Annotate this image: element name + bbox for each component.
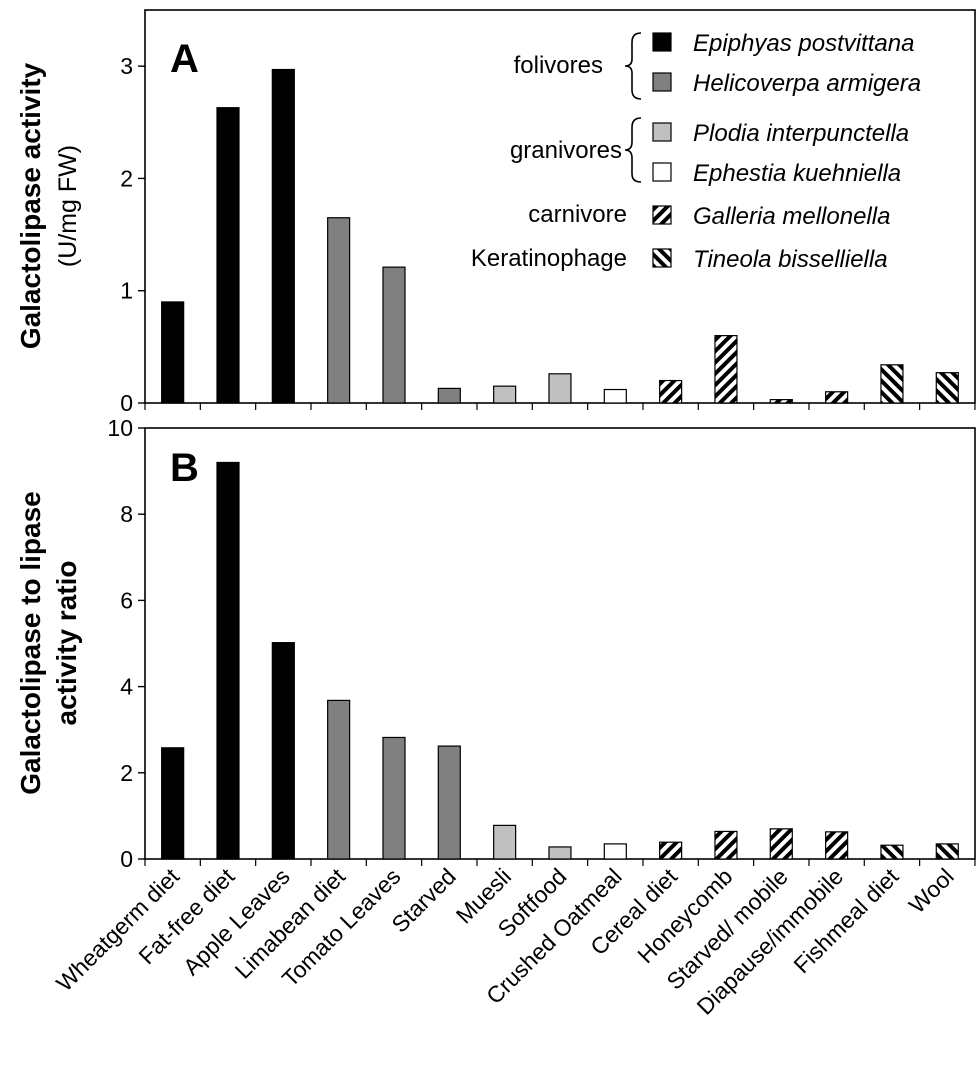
panel-a-bar-wool — [935, 372, 959, 404]
legend-group-granivores: granivores — [510, 137, 622, 164]
legend-swatch-epiphyas — [652, 32, 672, 52]
panel-a-bar-tomato-leaves — [382, 266, 406, 404]
legend-label-helicoverpa: Helicoverpa armigera — [693, 70, 921, 97]
panel-b-bar-fishmeal-diet — [880, 844, 904, 860]
panel-b-bar-tomato-leaves — [382, 736, 406, 860]
legend-label-tineola: Tineola bisselliella — [693, 246, 888, 273]
panel-a-ylabel-line1: Galactolipase activity — [15, 62, 46, 349]
legend-swatch-plodia — [652, 122, 672, 142]
panel-a-bar-softfood — [548, 373, 572, 404]
legend-swatch-galleria — [652, 205, 672, 225]
panel-b-bar-honeycomb — [714, 830, 738, 860]
panel-b-bar-cereal-diet — [659, 841, 683, 860]
panel-a-ytick-label: 2 — [120, 165, 133, 191]
legend-brace-granivores — [624, 117, 642, 183]
panel-a-bar-crushed-oatmeal — [603, 388, 627, 404]
panel-a-ytick-label: 1 — [120, 278, 133, 304]
panel-b-bar-crushed-oatmeal — [603, 843, 627, 860]
panel-a-ytick-label: 0 — [120, 390, 133, 416]
legend-swatch-ephestia — [652, 162, 672, 182]
legend-label-epiphyas: Epiphyas postvittana — [693, 30, 914, 57]
panel-b-letter: B — [170, 446, 199, 490]
panel-b: B Galactolipase to lipase activity ratio… — [15, 415, 976, 872]
legend-label-plodia: Plodia interpunctella — [693, 120, 909, 147]
panel-a-ylabel-line2: (U/mg FW) — [54, 145, 82, 267]
panel-b-bar-softfood — [548, 846, 572, 860]
panel-a-bar-honeycomb — [714, 335, 738, 404]
panel-b-bar-apple-leaves — [271, 642, 295, 860]
legend-swatch-tineola — [652, 248, 672, 268]
panel-b-bar-diapause-immobile — [825, 831, 849, 860]
panel-b-bar-muesli — [493, 824, 517, 860]
panel-a-bar-wheatgerm-diet — [161, 301, 185, 404]
legend-group-carnivore: carnivore — [528, 201, 627, 228]
category-label-wool: Wool — [904, 863, 959, 918]
legend-label-ephestia: Ephestia kuehniella — [693, 160, 901, 187]
panel-b-ytick-label: 2 — [120, 760, 133, 786]
legend: folivores granivores carnivore Keratinop… — [471, 30, 921, 273]
panel-b-bar-starved — [437, 745, 461, 860]
panel-a-bar-apple-leaves — [271, 68, 295, 404]
legend-label-galleria: Galleria mellonella — [693, 203, 890, 230]
panel-b-ylabel-line2: activity ratio — [51, 561, 82, 726]
legend-group-folivores: folivores — [514, 52, 603, 79]
legend-brace-folivores — [624, 32, 642, 100]
panel-b-bar-wool — [935, 843, 959, 860]
panel-b-ytick-label: 6 — [120, 587, 133, 613]
panel-b-bar-starved-mobile — [769, 828, 793, 860]
panel-b-ytick-label: 8 — [120, 501, 133, 527]
panel-b-bar-limabean-diet — [327, 699, 351, 860]
panel-a-bar-diapause-immobile — [825, 391, 849, 404]
panel-b-frame — [144, 427, 976, 860]
panel-b-ytick-label: 0 — [120, 846, 133, 872]
panel-a-bar-starved-mobile — [769, 399, 793, 404]
panel-b-ytick-label: 10 — [107, 415, 133, 441]
panel-a-bar-muesli — [493, 385, 517, 404]
panel-b-ylabel-line1: Galactolipase to lipase — [15, 491, 46, 794]
panel-a-bar-starved — [437, 387, 461, 404]
legend-group-keratinophage: Keratinophage — [471, 245, 627, 272]
panel-a-letter: A — [170, 37, 199, 81]
panel-b-bar-wheatgerm-diet — [161, 747, 185, 860]
panel-b-bar-fat-free-diet — [216, 461, 240, 860]
panel-a-bar-fat-free-diet — [216, 107, 240, 404]
panel-a: A Galactolipase activity (U/mg FW) 0123 … — [15, 9, 976, 416]
panel-a-ytick-label: 3 — [120, 53, 133, 79]
legend-swatch-helicoverpa — [652, 72, 672, 92]
panel-a-bar-fishmeal-diet — [880, 364, 904, 404]
panel-a-bar-cereal-diet — [659, 379, 683, 404]
panel-a-bar-limabean-diet — [327, 217, 351, 404]
panel-b-ytick-label: 4 — [120, 674, 133, 700]
